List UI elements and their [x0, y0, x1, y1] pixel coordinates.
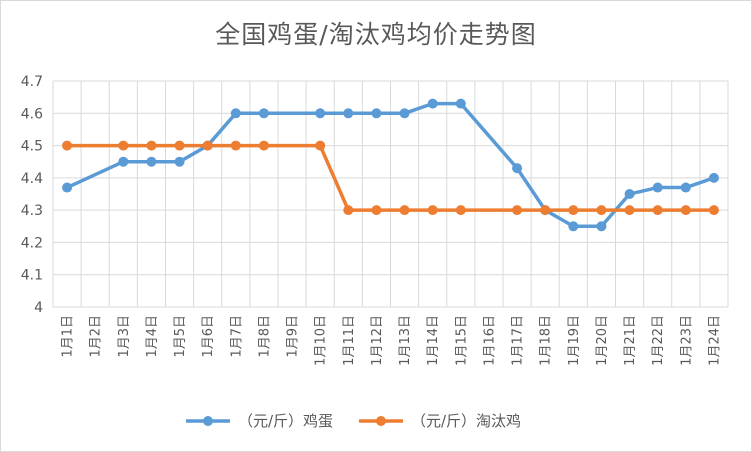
series-1-point — [315, 108, 326, 119]
series-2-point — [62, 140, 73, 151]
series-2-point — [427, 205, 438, 216]
x-tick-label: 1月22日 — [651, 315, 666, 366]
x-tick-label: 1月24日 — [707, 315, 722, 366]
series-1-point — [652, 182, 663, 193]
series-1-point — [399, 108, 410, 119]
series-1-point — [62, 182, 73, 193]
series-1-point — [174, 156, 185, 167]
series-2-point — [680, 205, 691, 216]
x-tick-label: 1月10日 — [314, 315, 329, 366]
x-tick-label: 1月20日 — [595, 315, 610, 366]
y-tick-label: 4.4 — [21, 171, 43, 187]
series-1-point — [708, 172, 719, 183]
x-tick-label: 1月23日 — [679, 315, 694, 366]
legend-label-2: （元/斤）淘汰鸡 — [411, 412, 521, 430]
x-tick-label: 1月9日 — [286, 315, 301, 358]
y-tick-label: 4.1 — [21, 268, 43, 284]
x-tick-label: 1月11日 — [342, 315, 357, 366]
series-2-point — [230, 140, 241, 151]
legend-marker-1 — [203, 416, 213, 426]
series-2-point — [118, 140, 129, 151]
x-tick-label: 1月2日 — [89, 315, 104, 358]
x-tick-label: 1月21日 — [623, 315, 638, 366]
series-2-point — [455, 205, 466, 216]
y-tick-label: 4.3 — [21, 203, 43, 219]
series-1-point — [568, 221, 579, 232]
series-2-point — [315, 140, 326, 151]
x-tick-label: 1月19日 — [567, 315, 582, 366]
y-tick-label: 4.2 — [21, 235, 43, 251]
y-tick-label: 4.6 — [21, 106, 43, 122]
x-tick-label: 1月1日 — [61, 315, 76, 358]
x-tick-label: 1月13日 — [398, 315, 413, 366]
x-tick-label: 1月17日 — [511, 315, 526, 366]
series-2-point — [146, 140, 157, 151]
series-1-point — [624, 189, 635, 199]
x-tick-label: 1月15日 — [454, 315, 469, 366]
series-2-point — [540, 205, 551, 216]
x-tick-label: 1月14日 — [426, 315, 441, 366]
series-1-point — [512, 163, 523, 174]
series-2-point — [568, 205, 579, 216]
y-tick-label: 4.5 — [21, 139, 43, 155]
y-tick-label: 4.7 — [21, 74, 43, 90]
legend-marker-2 — [376, 416, 386, 426]
series-1-point — [146, 156, 157, 167]
x-tick-label: 1月8日 — [257, 315, 272, 358]
y-tick-label: 4 — [34, 300, 43, 316]
series-2-point — [652, 205, 663, 216]
series-2-point — [174, 140, 185, 151]
x-tick-label: 1月16日 — [482, 315, 497, 366]
x-tick-label: 1月7日 — [229, 315, 244, 358]
series-1-point — [118, 156, 129, 167]
x-tick-label: 1月3日 — [117, 315, 132, 358]
series-2-point — [512, 205, 523, 216]
series-1-point — [371, 108, 382, 119]
series-2-point — [371, 205, 382, 216]
x-tick-label: 1月6日 — [201, 315, 216, 358]
legend-label-1: （元/斤）鸡蛋 — [238, 412, 333, 430]
series-1-point — [680, 182, 691, 193]
series-2-point — [343, 205, 354, 216]
series-2-point — [399, 205, 410, 216]
x-tick-label: 1月18日 — [539, 315, 554, 366]
series-1-point — [258, 108, 269, 119]
series-1-point — [455, 98, 466, 109]
series-2-point — [708, 205, 719, 216]
chart-title: 全国鸡蛋/淘汰鸡均价走势图 — [215, 20, 537, 49]
x-tick-label: 1月5日 — [173, 315, 188, 358]
series-2-point — [202, 140, 213, 151]
x-tick-label: 1月4日 — [145, 315, 160, 358]
x-tick-label: 1月12日 — [370, 315, 385, 366]
series-1-point — [427, 98, 438, 109]
series-2-point — [596, 205, 607, 216]
series-1-point — [230, 108, 241, 119]
series-1-point — [343, 108, 354, 119]
series-1-point — [596, 221, 607, 232]
series-2-point — [624, 205, 635, 216]
series-2-point — [258, 140, 269, 151]
